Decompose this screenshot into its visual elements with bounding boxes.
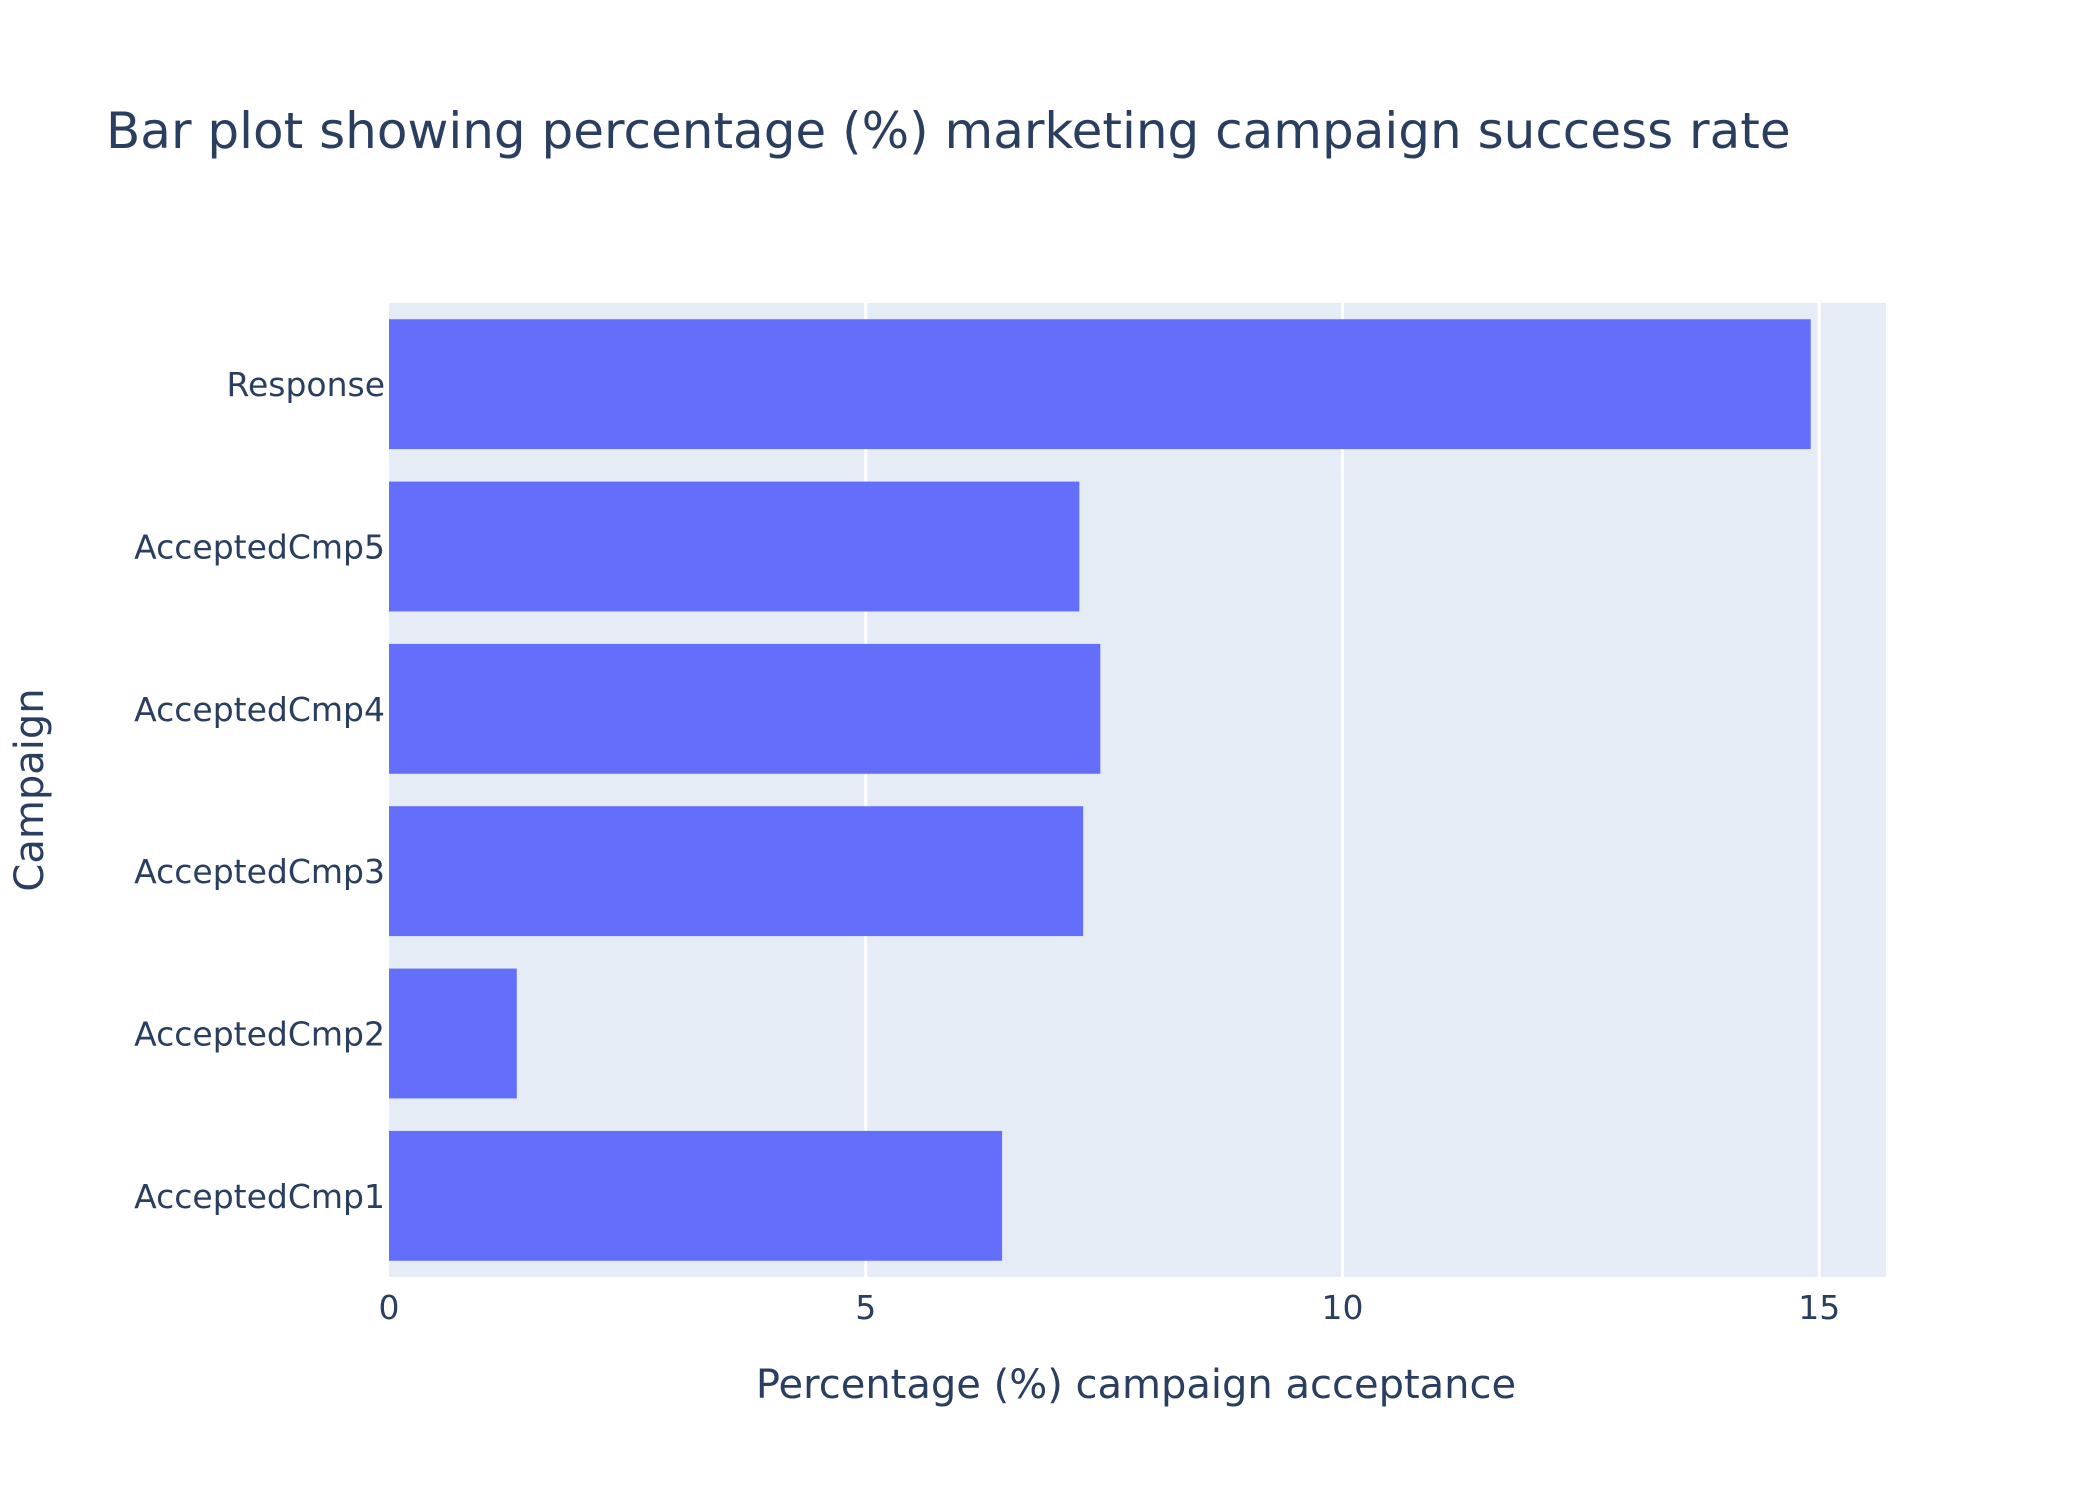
y-tick-label: AcceptedCmp3 <box>134 852 385 891</box>
bar-acceptedcmp3 <box>389 806 1084 937</box>
x-tick-label: 0 <box>379 1288 400 1327</box>
x-tick-label: 10 <box>1322 1288 1364 1327</box>
x-tick-label: 15 <box>1798 1288 1840 1327</box>
y-tick-label: AcceptedCmp4 <box>134 690 385 729</box>
gridlines <box>864 303 1821 1277</box>
bar-acceptedcmp5 <box>389 481 1080 612</box>
bar-response <box>389 319 1811 450</box>
chart-title: Bar plot showing percentage (%) marketin… <box>106 102 1791 160</box>
y-tick-label: AcceptedCmp5 <box>134 528 385 567</box>
y-tick-label: AcceptedCmp1 <box>134 1177 385 1216</box>
y-axis-title: Campaign <box>7 688 53 891</box>
y-tick-label: Response <box>227 365 386 404</box>
bar-acceptedcmp1 <box>389 1130 1003 1261</box>
plot-area <box>389 303 1886 1277</box>
bar-acceptedcmp4 <box>389 643 1101 774</box>
y-axis-ticks: AcceptedCmp1 AcceptedCmp2 AcceptedCmp3 Acce… <box>134 365 385 1216</box>
x-axis-title: Percentage (%) campaign acceptance <box>756 1362 1516 1408</box>
bar-acceptedcmp2 <box>389 968 517 1099</box>
y-tick-label: AcceptedCmp2 <box>134 1015 385 1054</box>
bars <box>389 319 1811 1261</box>
x-tick-label: 5 <box>855 1288 876 1327</box>
x-axis-ticks: 0 5 10 15 <box>379 1288 1841 1327</box>
